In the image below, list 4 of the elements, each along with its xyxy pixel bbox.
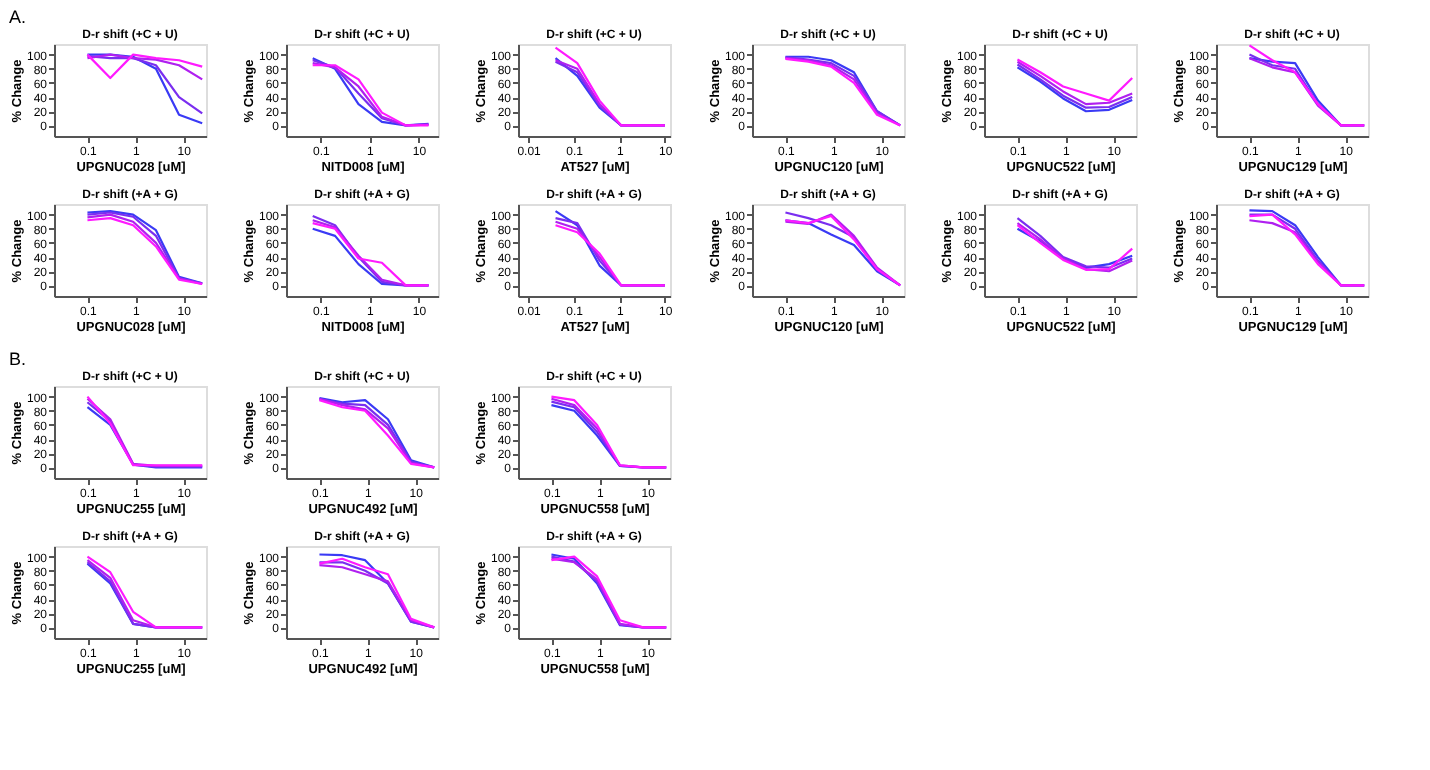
line-series	[86, 53, 204, 125]
text: B.	[8, 349, 27, 369]
text: A.	[8, 7, 27, 27]
line-series	[86, 54, 204, 115]
